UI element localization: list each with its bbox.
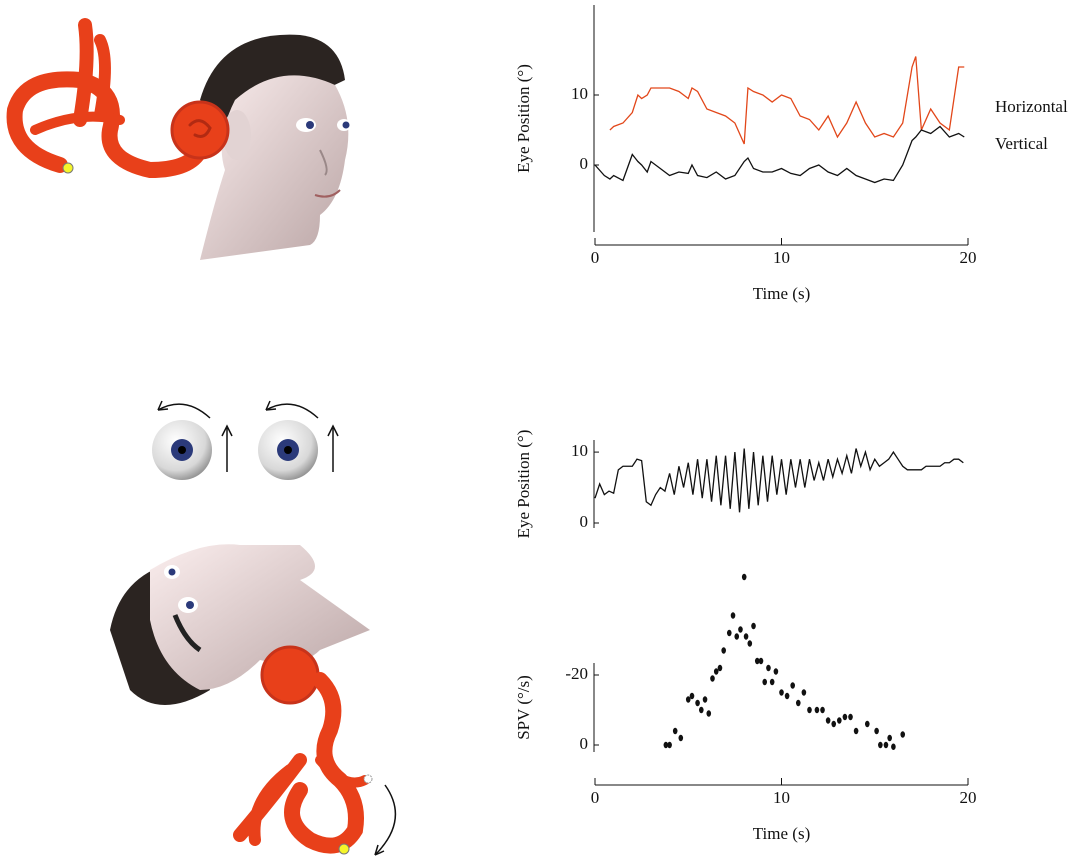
x-tick-label: 20 (960, 788, 977, 807)
scatter-point (730, 612, 736, 619)
line-series (609, 56, 965, 145)
scatter-point (726, 629, 732, 637)
scatter-point (779, 689, 784, 696)
y-tick-label: -20 (565, 664, 588, 683)
scatter-point (741, 573, 747, 581)
scatter-point (706, 710, 712, 717)
x-tick-label: 20 (960, 248, 977, 267)
scatter-point (878, 741, 883, 749)
scatter-point (795, 699, 801, 707)
scatter-point (848, 713, 853, 721)
scatter-point (743, 633, 749, 640)
scatter-point (747, 640, 753, 647)
scatter-point (820, 706, 825, 714)
y-tick-label: 10 (571, 84, 588, 103)
head-illustration (200, 34, 351, 260)
eyes-illustration (152, 400, 339, 480)
x-tick-label: 0 (591, 788, 600, 807)
scatter-point (801, 689, 807, 696)
scatter-point (758, 657, 764, 665)
scatter-point (695, 699, 700, 707)
inner-ear-illustration (6, 18, 230, 179)
otolith-start (363, 774, 373, 784)
scatter-point (663, 741, 669, 749)
scatter-point (825, 717, 831, 724)
tilted-head-illustration (110, 544, 370, 705)
legend-label: Horizontal (995, 97, 1068, 116)
y-tick-label: 0 (580, 734, 589, 753)
scatter-point (814, 706, 820, 714)
legend-label: Vertical (995, 134, 1048, 153)
scatter-point (891, 743, 896, 750)
x-axis-label: Time (s) (753, 824, 810, 843)
x-axis-label: Time (s) (753, 284, 810, 303)
otolith-dot (62, 162, 74, 174)
scatter-point (883, 741, 889, 749)
rotation-arrow (374, 784, 397, 856)
y-tick-label: 0 (580, 154, 589, 173)
scatter-point (773, 668, 779, 675)
scatter-point (699, 706, 704, 714)
x-tick-label: 10 (773, 248, 790, 267)
scatter-point (754, 657, 760, 665)
x-tick-label: 10 (773, 788, 790, 807)
y-axis-label: Eye Position (°) (514, 430, 533, 539)
scatter-point (667, 741, 672, 749)
line-series (594, 448, 964, 513)
scatter-point (678, 734, 684, 742)
y-tick-label: 0 (580, 512, 589, 531)
scatter-point (751, 622, 756, 630)
scatter-point (842, 713, 848, 721)
scatter-point (864, 720, 870, 728)
scatter-point (721, 647, 726, 654)
scatter-point (689, 692, 695, 700)
scatter-point (762, 678, 768, 686)
scatter-point (900, 731, 906, 738)
y-axis-label: SPV (°/s) (514, 675, 533, 740)
scatter-point (853, 727, 859, 735)
scatter-point (685, 696, 691, 703)
scatter-point (717, 664, 723, 672)
scatter-point (702, 696, 708, 703)
scatter-point (738, 626, 743, 633)
scatter-point (807, 706, 812, 714)
scatter-point (874, 727, 879, 735)
x-tick-label: 0 (591, 248, 600, 267)
otolith-dot (338, 843, 350, 855)
y-axis-label: Eye Position (°) (514, 64, 533, 173)
scatter-point (710, 675, 715, 682)
scatter-point (734, 633, 740, 640)
scatter-point (837, 717, 842, 724)
scatter-point (769, 678, 775, 686)
scatter-point (831, 720, 837, 728)
scatter-point (672, 727, 678, 735)
line-series (594, 125, 965, 184)
y-tick-label: 10 (571, 441, 588, 460)
scatter-point (766, 664, 771, 672)
scatter-point (887, 734, 892, 742)
tilted-inner-ear-illustration (233, 645, 370, 854)
scatter-point (713, 668, 719, 675)
scatter-point (790, 682, 795, 689)
scatter-point (784, 692, 790, 700)
